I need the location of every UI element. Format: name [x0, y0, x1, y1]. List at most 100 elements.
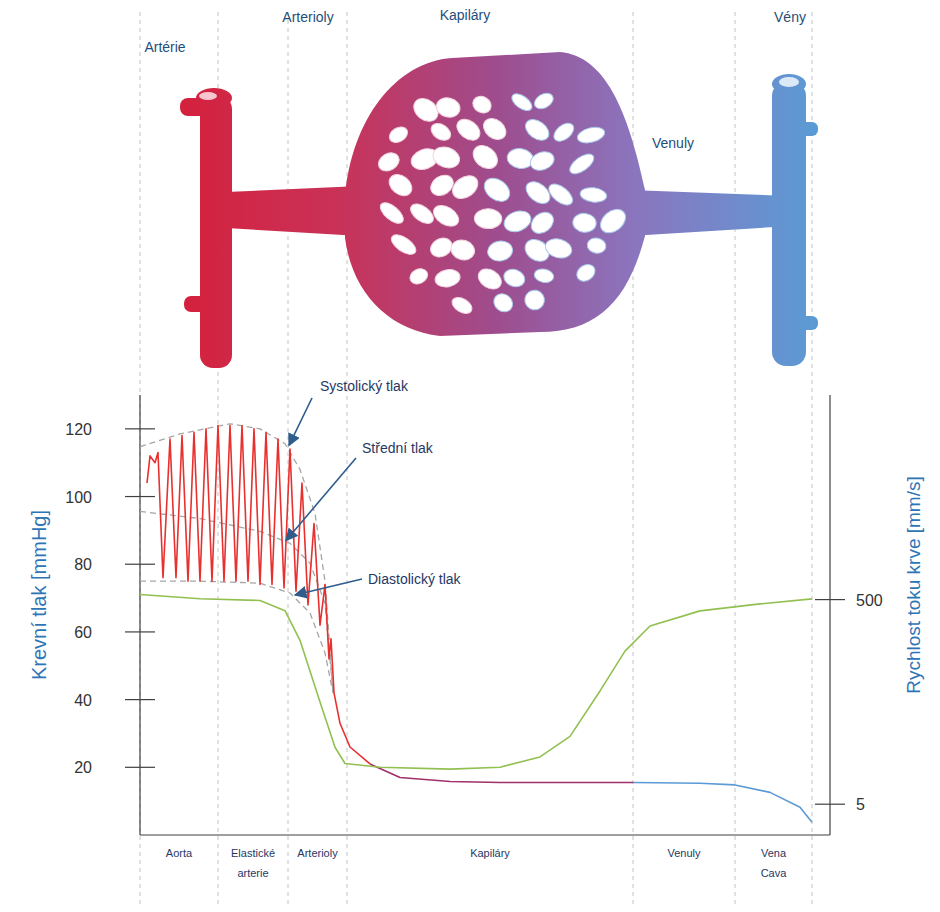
capillary-gap — [522, 177, 554, 208]
category-label-line: Aorta — [166, 847, 193, 859]
annotation-label: Diastolický tlak — [368, 571, 462, 587]
vessel-label: Arterioly — [282, 9, 333, 25]
capillary-gap — [469, 141, 502, 174]
capillary-gap — [527, 208, 558, 238]
capillary-gap — [449, 237, 477, 263]
y-tick — [125, 631, 155, 632]
pressure-line — [633, 783, 812, 823]
category-label: Arterioly — [297, 847, 338, 859]
capillary-gap — [448, 171, 482, 203]
y-tick — [125, 699, 155, 700]
y-tick-label: 40 — [74, 692, 92, 709]
arteriole — [226, 186, 360, 236]
category-label-line: Venuly — [667, 847, 701, 859]
capillary-gap — [572, 212, 597, 233]
capillary-gap — [470, 93, 494, 116]
vessel-label: Artérie — [144, 39, 185, 55]
capillary-gap — [490, 290, 516, 316]
category-label: Kapiláry — [470, 847, 510, 859]
capillary-gap — [480, 173, 514, 206]
figure: Artérie Arterioly Kapiláry Venuly Vény 20 40 60… — [0, 0, 940, 912]
capillary-gap — [474, 208, 502, 229]
category-edge — [735, 12, 736, 905]
axes: 204060801001205500Krevní tlak [mmHg]Rych… — [28, 395, 924, 879]
annotation-arrow — [286, 458, 356, 540]
artery-lumen — [199, 92, 217, 100]
category-edge — [812, 12, 813, 905]
vessel-label: Venuly — [652, 135, 694, 151]
y2-tick-label: 5 — [856, 796, 865, 813]
category-label-line: Arterioly — [297, 847, 338, 859]
capillary-gap — [522, 115, 553, 144]
plot-area — [140, 424, 812, 822]
capillary-gap — [567, 150, 598, 177]
capillary-gap — [509, 91, 535, 114]
vessel-illustration: Artérie Arterioly Kapiláry Venuly Vény — [144, 7, 818, 368]
capillary-gap — [428, 120, 454, 144]
y2-tick-label: 500 — [856, 592, 883, 609]
category-label-line: Kapiláry — [470, 847, 510, 859]
category-label-line: arterie — [237, 867, 268, 879]
capillary-bed — [345, 52, 645, 336]
annotation-label: Střední tlak — [362, 440, 434, 456]
category-label: Elastické arterie — [231, 847, 275, 879]
vein-end — [772, 74, 806, 94]
annotation-label: Systolický tlak — [320, 378, 409, 394]
y2-axis-line — [829, 395, 830, 835]
category-label-line: Vena — [761, 847, 787, 859]
vessel-label: Kapiláry — [440, 7, 491, 23]
category-label: Venuly — [667, 847, 701, 859]
y-axis-title: Krevní tlak [mmHg] — [28, 510, 50, 680]
capillary-gap — [453, 115, 484, 144]
capillary-gap — [545, 180, 576, 209]
vein — [772, 82, 806, 366]
capillary-gap — [551, 120, 578, 145]
category-label-line: Elastické — [231, 847, 275, 859]
capillary-gap — [377, 199, 407, 227]
capillary-gap — [532, 90, 556, 112]
annotations: Systolický tlak Střední tlak Diastolický t… — [286, 378, 462, 595]
x-axis-line — [140, 834, 830, 835]
velocity-line — [140, 595, 812, 770]
capillary-gap — [375, 149, 402, 174]
capillary-gap — [528, 149, 557, 174]
y2-axis-title: Rychlost toku krve [mm/s] — [903, 476, 924, 694]
capillary-gap — [576, 125, 606, 146]
capillary-gap — [479, 114, 510, 144]
capillary-gap — [543, 236, 574, 261]
annotation-arrow — [289, 398, 312, 445]
artery — [200, 96, 232, 368]
category-edge — [288, 12, 289, 905]
y-tick-label: 60 — [74, 624, 92, 641]
y-tick — [125, 496, 155, 497]
category-label: Aorta — [166, 847, 193, 859]
capillary-gap — [501, 266, 527, 289]
pressure-line — [147, 425, 370, 763]
y2-tick — [815, 804, 845, 805]
capillary-gap — [434, 96, 461, 120]
capillary-gap — [388, 231, 419, 258]
capillary-gap — [596, 205, 630, 238]
y-tick — [125, 767, 155, 768]
artery-end — [196, 88, 232, 108]
y2-tick — [815, 599, 845, 600]
y-tick-label: 120 — [65, 421, 92, 438]
capillary-gap — [430, 201, 462, 230]
capillary-gap — [427, 171, 457, 200]
category-edge — [140, 12, 141, 905]
vein-lumen — [779, 77, 799, 87]
vessel-label: Vény — [774, 9, 806, 25]
capillary-gap — [385, 170, 416, 200]
y-tick — [125, 428, 155, 429]
y-tick-label: 20 — [74, 759, 92, 776]
category-edge — [347, 12, 348, 905]
capillary-gap — [434, 268, 462, 289]
capillary-gap — [407, 200, 437, 227]
category-edges — [140, 12, 812, 905]
y-tick-label: 100 — [65, 489, 92, 506]
category-label-line: Cava — [761, 867, 788, 879]
capillary-gap — [475, 265, 505, 293]
capillary-gap — [506, 147, 535, 170]
capillary-gap — [574, 261, 599, 285]
y-tick — [125, 564, 155, 565]
